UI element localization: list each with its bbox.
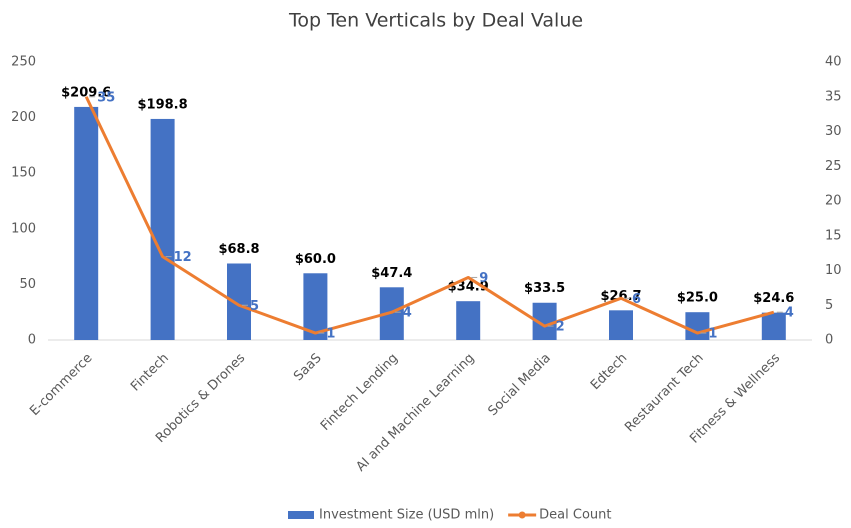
bar-value-label: $26.7 [600, 289, 641, 304]
bar [74, 106, 99, 340]
legend-label: Deal Count [539, 508, 611, 523]
bar-value-label: $198.8 [138, 97, 188, 112]
line-value-label: 4 [785, 306, 794, 321]
y2-tick-label: 20 [825, 194, 842, 209]
line-value-label: 12 [174, 250, 192, 265]
line-value-label: 1 [326, 327, 335, 342]
bar [685, 312, 710, 340]
y2-tick-label: 5 [825, 298, 833, 313]
y2-tick-label: 25 [825, 159, 842, 174]
bar [227, 263, 251, 340]
line [84, 96, 775, 335]
legend-swatch [288, 511, 314, 519]
bar-value-label: $209.6 [61, 85, 111, 100]
bar [609, 310, 633, 340]
y2-tick-label: 35 [825, 89, 842, 104]
line-value-label: 9 [479, 271, 488, 286]
y-tick-label: 150 [11, 166, 36, 181]
y2-tick-label: 10 [825, 263, 842, 278]
y2-tick-label: 15 [825, 228, 842, 243]
y-tick-label: 100 [11, 221, 36, 236]
line-value-label: 4 [403, 306, 412, 321]
legend-label: Investment Size (USD mln) [319, 508, 494, 523]
bar [150, 118, 175, 340]
line-value-label: 5 [250, 299, 259, 314]
bar-value-label: $47.4 [371, 266, 412, 281]
chart-title: Top Ten Verticals by Deal Value [288, 10, 583, 32]
bar [456, 301, 481, 340]
y2-tick-label: 0 [825, 333, 833, 348]
x-tick-label: Social Media [486, 351, 554, 419]
line-value-label: 35 [97, 90, 115, 105]
line-value-label: 6 [632, 292, 641, 307]
y2-tick-label: 40 [825, 55, 842, 70]
line-value-label: 1 [708, 327, 717, 342]
bar-value-label: $68.8 [218, 242, 259, 257]
x-tick-label: Fintech [128, 351, 172, 395]
x-tick-label: Restaurant Tech [622, 351, 706, 435]
bar-value-label: $33.5 [524, 281, 565, 296]
bar [761, 312, 786, 340]
x-tick-label: SaaS [291, 351, 325, 385]
bar-value-label: $24.6 [753, 291, 794, 306]
x-tick-label: Edtech [588, 351, 630, 393]
legend-marker [518, 511, 526, 519]
line-value-label: 2 [556, 320, 565, 335]
y-tick-label: 250 [11, 55, 36, 70]
y-tick-label: 200 [11, 110, 36, 125]
x-tick-label: E-commerce [27, 351, 95, 419]
y-tick-label: 0 [28, 333, 36, 348]
x-tick-label: Fintech Lending [318, 351, 401, 434]
y-tick-label: 50 [19, 277, 36, 292]
bar-value-label: $25.0 [677, 291, 718, 306]
bar-value-label: $60.0 [295, 252, 336, 267]
y2-tick-label: 30 [825, 124, 842, 139]
